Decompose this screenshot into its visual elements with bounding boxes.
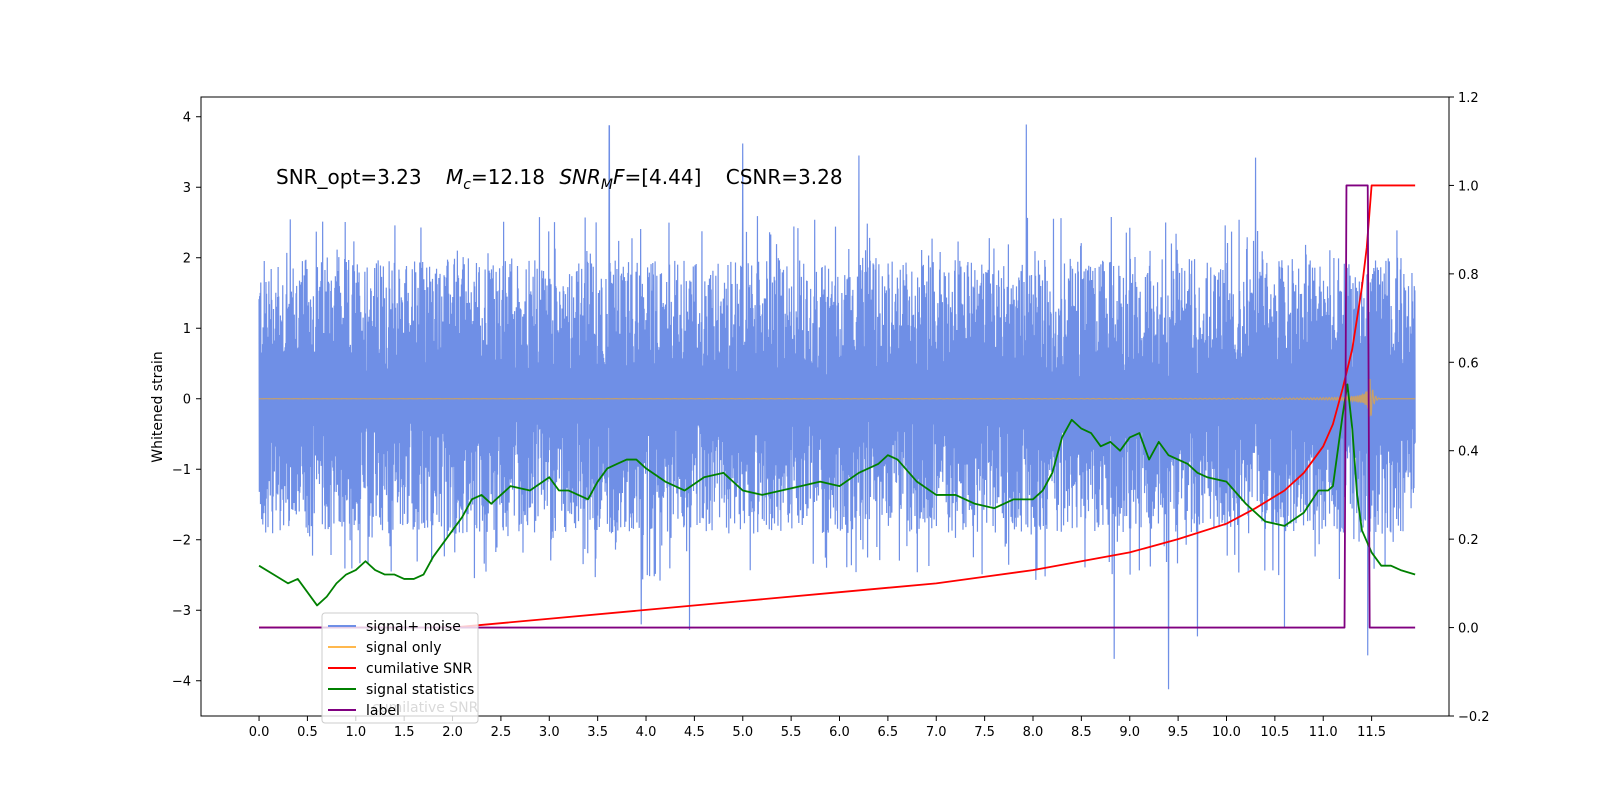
annotation-mc-sub: c bbox=[463, 177, 471, 193]
x-tick-label: 10.0 bbox=[1212, 725, 1241, 740]
x-tick-label: 7.0 bbox=[926, 725, 947, 740]
x-tick-label: 11.0 bbox=[1309, 725, 1338, 740]
legend-label: cumilative SNR bbox=[366, 661, 473, 677]
noise-series bbox=[258, 124, 1416, 690]
x-tick-label: 1.5 bbox=[394, 725, 415, 740]
y-right-tick-label: 0.6 bbox=[1458, 356, 1479, 371]
y-left-tick-label: −1 bbox=[172, 463, 191, 478]
y-right-tick-label: 0.2 bbox=[1458, 533, 1479, 548]
x-tick-label: 0.0 bbox=[249, 725, 270, 740]
x-tick-label: 9.0 bbox=[1119, 725, 1140, 740]
x-tick-label: 4.5 bbox=[684, 725, 705, 740]
y-right-tick-label: 1.2 bbox=[1458, 91, 1479, 106]
x-tick-label: 2.5 bbox=[491, 725, 512, 740]
x-tick-label: 6.0 bbox=[829, 725, 850, 740]
y-left-tick-label: −3 bbox=[172, 604, 191, 619]
y-left-tick-label: −2 bbox=[172, 534, 191, 549]
y-axis-left-label: Whitened strain bbox=[150, 351, 166, 462]
annotation-snrmf-f: F bbox=[613, 165, 625, 189]
chart-annotation: SNR_opt=3.23 Mc=12.18 SNRMF=[4.44] CSNR=… bbox=[276, 165, 843, 193]
plot-frame bbox=[200, 96, 1450, 717]
legend-label: signal only bbox=[366, 640, 441, 656]
x-tick-label: 8.0 bbox=[1023, 725, 1044, 740]
x-tick-label: 7.5 bbox=[974, 725, 995, 740]
y-right-tick-label: 0.8 bbox=[1458, 268, 1479, 283]
y-right-tick-label: 1.0 bbox=[1458, 179, 1479, 194]
y-axis-right: −0.2 0.0 0.2 0.4 0.6 0.8 1.0 1.2 bbox=[1449, 91, 1490, 725]
annotation-snrmf-sub: M bbox=[601, 177, 613, 193]
signal-only-line bbox=[259, 378, 1416, 417]
y-left-tick-label: 4 bbox=[183, 111, 191, 126]
y-left-tick-label: −4 bbox=[172, 675, 191, 690]
y-right-tick-label: −0.2 bbox=[1458, 710, 1490, 725]
legend-ghost-text: cumilative SNR bbox=[372, 700, 479, 716]
y-axis-left: −4 −3 −2 −1 0 1 2 3 4 bbox=[172, 111, 201, 690]
annotation-snrmf-symbol: SNR bbox=[559, 165, 601, 189]
annotation-snr-opt: SNR_opt=3.23 bbox=[276, 165, 422, 189]
annotation-snrmf-value: =[4.44] bbox=[625, 165, 702, 189]
annotation-mc-symbol: M bbox=[446, 165, 463, 189]
legend-label: signal+ noise bbox=[366, 619, 461, 635]
x-tick-label: 3.5 bbox=[587, 725, 608, 740]
x-tick-label: 0.5 bbox=[297, 725, 318, 740]
x-tick-label: 1.0 bbox=[345, 725, 366, 740]
legend-label: signal statistics bbox=[366, 682, 474, 698]
annotation-csnr: CSNR=3.28 bbox=[726, 165, 843, 189]
legend: cumilative SNR signal+ noise signal only c… bbox=[321, 612, 479, 724]
x-tick-label: 5.0 bbox=[732, 725, 753, 740]
annotation-mc-value: =12.18 bbox=[471, 165, 545, 189]
x-tick-label: 5.5 bbox=[781, 725, 802, 740]
x-tick-label: 11.5 bbox=[1357, 725, 1386, 740]
signal-only-series bbox=[259, 378, 1416, 417]
y-right-tick-label: 0.4 bbox=[1458, 445, 1479, 460]
cumulative-snr-line bbox=[259, 184, 1416, 629]
legend-box bbox=[321, 612, 479, 724]
y-left-tick-label: 1 bbox=[183, 322, 191, 337]
x-tick-label: 3.0 bbox=[539, 725, 560, 740]
label-line bbox=[259, 184, 1416, 629]
noise-line bbox=[258, 124, 1416, 690]
x-tick-label: 10.5 bbox=[1260, 725, 1289, 740]
y-left-tick-label: 2 bbox=[183, 252, 191, 267]
x-axis: 0.0 0.5 1.0 1.5 2.0 2.5 3.0 3.5 4.0 4.5 5.0 5.5 6.0 6… bbox=[249, 716, 1386, 740]
x-tick-label: 2.0 bbox=[442, 725, 463, 740]
x-tick-label: 6.5 bbox=[878, 725, 899, 740]
cumulative-snr-series bbox=[259, 184, 1416, 629]
y-left-tick-label: 0 bbox=[183, 393, 191, 408]
x-tick-label: 4.0 bbox=[636, 725, 657, 740]
legend-label: label bbox=[366, 703, 400, 719]
y-right-tick-label: 0.0 bbox=[1458, 622, 1479, 637]
y-left-tick-label: 3 bbox=[183, 181, 191, 196]
label-series bbox=[259, 184, 1416, 629]
x-tick-label: 9.5 bbox=[1168, 725, 1189, 740]
signal-statistics-series bbox=[258, 383, 1416, 607]
x-tick-label: 8.5 bbox=[1071, 725, 1092, 740]
signal-statistics-line bbox=[258, 383, 1416, 607]
